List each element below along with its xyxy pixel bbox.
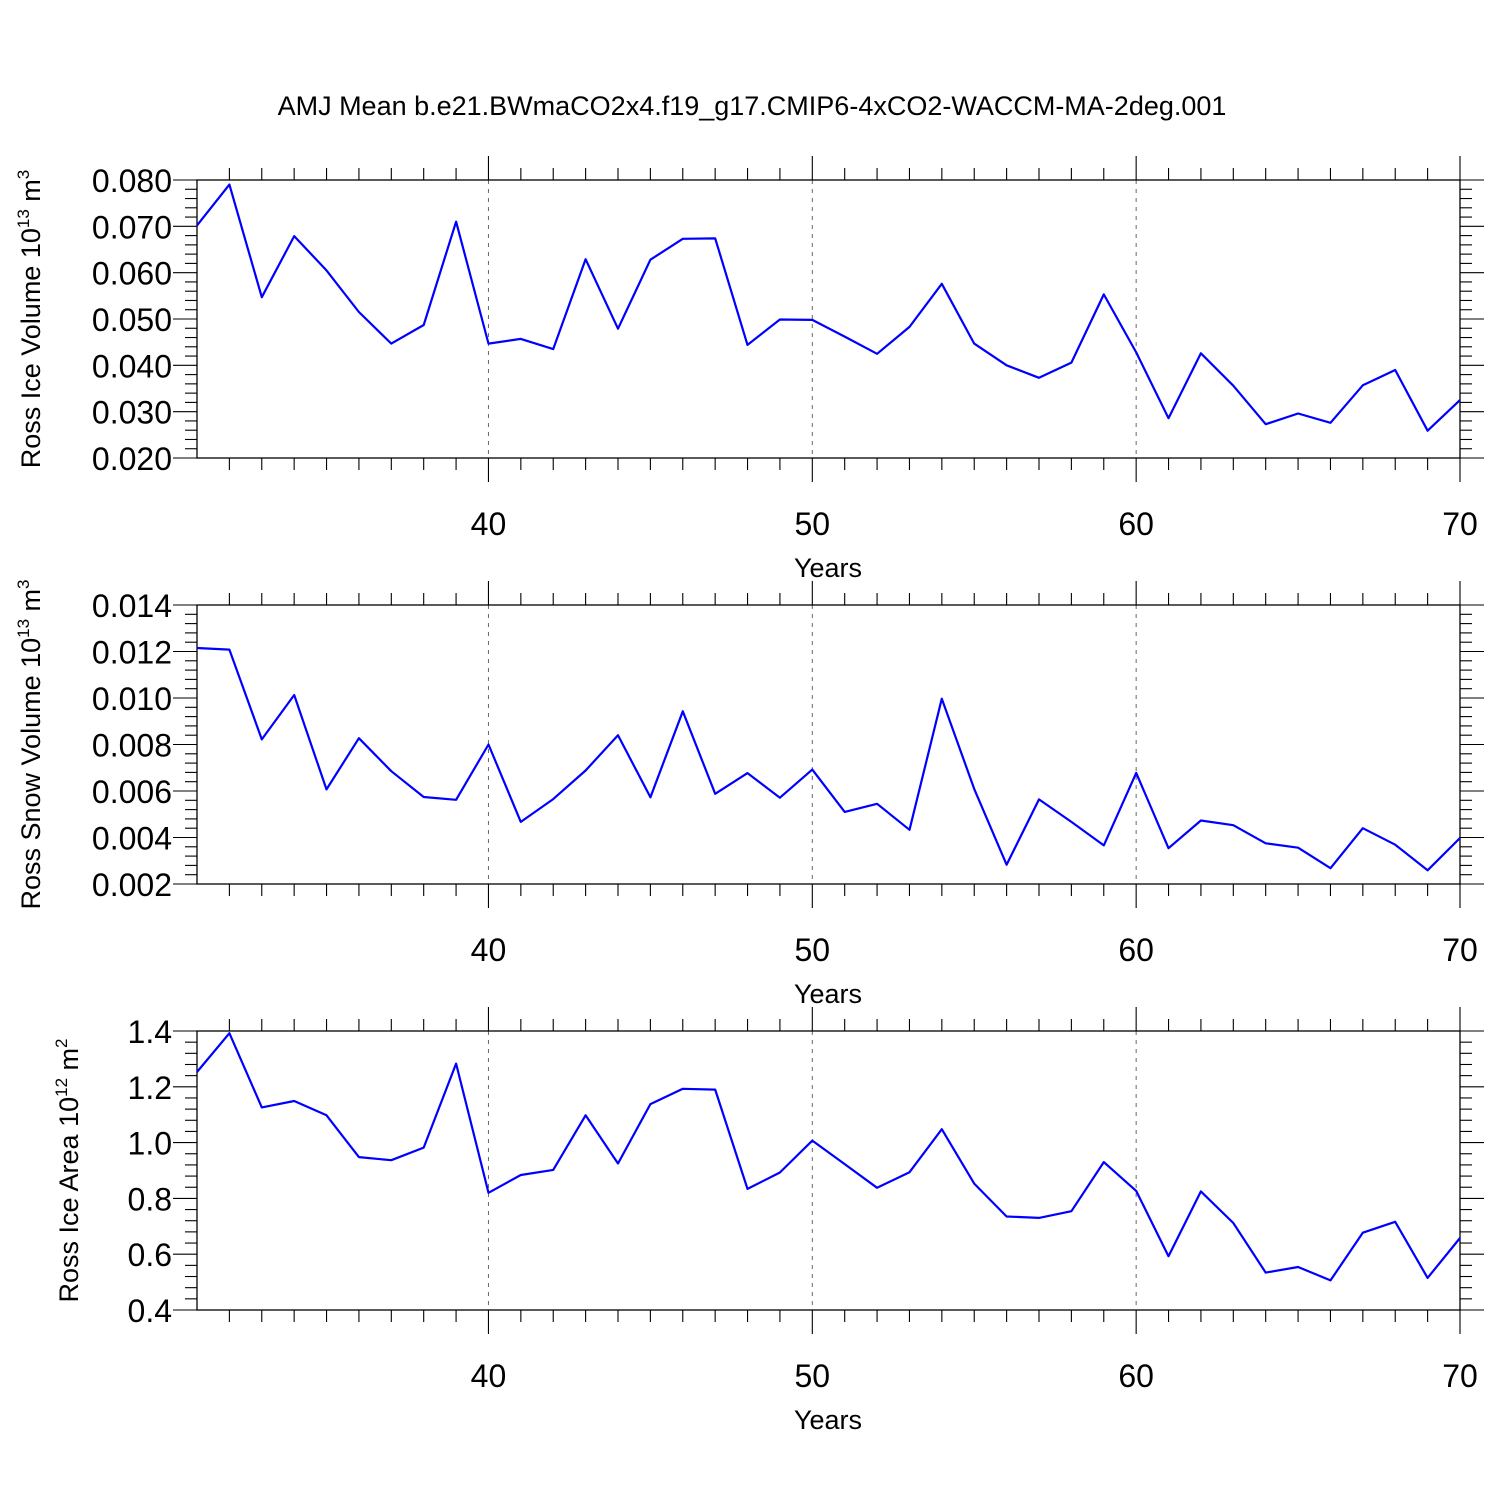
series-line [196,183,1461,432]
x-tick-label: 40 [471,1358,507,1394]
panels: 40 50 60 70 0.020 0.030 0.040 0.050 0.060 0.070 0.… [14,156,1484,1435]
y-tick-label: 0.060 [92,256,172,292]
x-axis-label: Years [794,1405,862,1435]
y-tick-label: 0.008 [92,728,172,764]
x-tick-label: 40 [471,506,507,542]
y-tick-label: 1.2 [128,1070,172,1106]
y-tick-label: 0.014 [92,588,172,624]
y-axis-label: Ross Ice Area 1012 m2 [52,1038,84,1302]
x-tick-label: 60 [1118,932,1154,968]
y-tick-label: 1.4 [128,1014,172,1050]
y-tick-label: 0.040 [92,348,172,384]
x-axis-label: Years [794,553,862,583]
plot-frame [196,1030,1461,1311]
y-tick-label: 0.070 [92,209,172,245]
y-tick-label: 0.6 [128,1237,172,1273]
x-tick-label: 60 [1118,1358,1154,1394]
y-tick-label: 0.004 [92,821,172,857]
y-tick-label: 0.030 [92,395,172,431]
y-tick-label: 0.002 [92,867,172,903]
y-tick-label: 0.010 [92,681,172,717]
chart-panel-2: 40 50 60 70 0.002 0.004 0.006 0.008 0.010 0.012 0.… [14,579,1484,1009]
y-tick-label: 0.4 [128,1293,172,1329]
y-tick-label: 1.0 [128,1126,172,1162]
x-tick-label: 40 [471,932,507,968]
y-axis-label: Ross Ice Volume 1013 m3 [14,170,46,469]
y-axis-label: Ross Snow Volume 1013 m3 [14,579,46,909]
figure-title: AMJ Mean b.e21.BWmaCO2x4.f19_g17.CMIP6-4… [278,91,1227,121]
x-axis-label: Years [794,979,862,1009]
y-tick-label: 0.8 [128,1181,172,1217]
series-line [196,646,1461,872]
plot-frame [196,179,1461,459]
y-tick-label: 0.006 [92,774,172,810]
x-tick-label: 60 [1118,506,1154,542]
chart-panel-3: 40 50 60 70 0.4 0.6 0.8 1.0 1.2 1.4 Years Ross Ice … [52,1007,1484,1435]
chart-panel-1: 40 50 60 70 0.020 0.030 0.040 0.050 0.060 0.070 0.… [14,156,1484,583]
y-tick-label: 0.012 [92,635,172,671]
x-tick-label: 50 [795,1358,831,1394]
y-tick-label: 0.050 [92,302,172,338]
y-tick-label: 0.020 [92,441,172,477]
y-tick-label: 0.080 [92,163,172,199]
x-tick-label: 70 [1442,932,1478,968]
series-line [196,1032,1461,1282]
x-tick-label: 50 [795,932,831,968]
x-tick-label: 70 [1442,506,1478,542]
x-tick-label: 70 [1442,1358,1478,1394]
x-tick-label: 50 [795,506,831,542]
plot-frame [196,604,1461,885]
